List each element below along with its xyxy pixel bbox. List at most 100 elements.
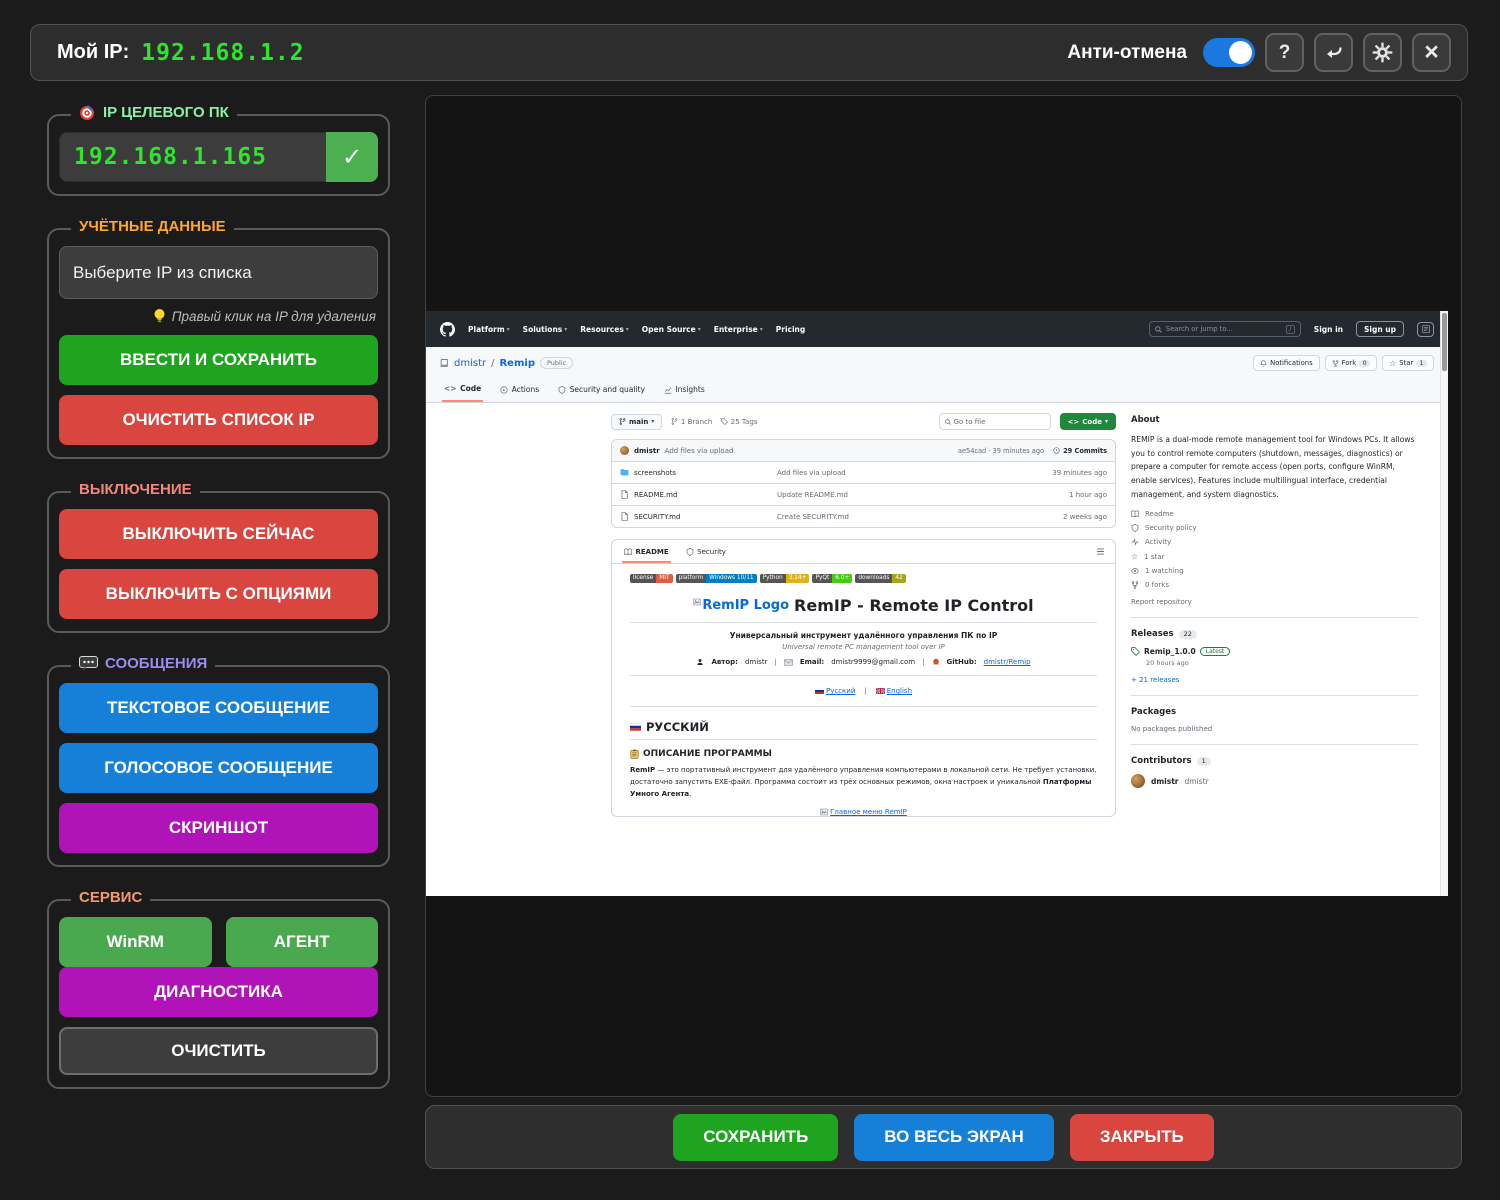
tags-count: 25 Tags	[721, 418, 757, 426]
close-viewer-button[interactable]: ЗАКРЫТЬ	[1069, 1113, 1214, 1161]
downloads-badge: downloads 42	[855, 574, 906, 584]
description-paragraph: RemIP — это портативный инструмент для у…	[630, 766, 1097, 799]
search-icon	[944, 418, 951, 425]
top-bar: Мой IP: 192.168.1.2 Анти-отмена ?	[30, 24, 1468, 81]
broken-image-icon	[820, 808, 828, 816]
star-icon: ☆	[1131, 552, 1139, 562]
nav-platform: Platform ▾	[468, 324, 510, 334]
close-button[interactable]: ×	[1412, 33, 1451, 72]
ru-flag-icon	[814, 688, 824, 695]
russian-section-heading: РУССКИЙ	[630, 720, 1097, 741]
clipboard-icon	[630, 749, 639, 759]
branches-count: 1 Branch	[671, 418, 712, 426]
russian-link: Русский	[814, 687, 855, 695]
agent-button[interactable]: АГЕНТ	[225, 917, 378, 967]
branch-icon	[619, 418, 626, 425]
stars-link: ☆ 1 star	[1131, 552, 1165, 562]
book-icon	[624, 548, 632, 556]
fork-button: Fork 0	[1324, 355, 1378, 371]
clear-ip-list-button[interactable]: ОЧИСТИТЬ СПИСОК IP	[59, 395, 378, 445]
fullscreen-button[interactable]: ВО ВЕСЬ ЭКРАН	[854, 1113, 1054, 1161]
more-releases-link: + 21 releases	[1131, 676, 1180, 685]
tab-insights: Insights	[662, 378, 707, 402]
shutdown-legend: ВЫКЛЮЧЕНИЕ	[71, 481, 200, 498]
watching-link: 1 watching	[1131, 567, 1418, 575]
shield-icon	[558, 385, 566, 394]
ip-list-select[interactable]: Выберите IP из списка	[59, 246, 378, 299]
github-header: Platform ▾ Solutions ▾ Resources ▾ Open Sou…	[426, 311, 1448, 347]
commit-meta: ae54cad · 39 minutes ago	[957, 446, 1045, 455]
repo-icon	[440, 358, 449, 368]
nav-resources: Resources ▾	[580, 324, 629, 334]
latest-release-row: Remip_1.0.0 Latest	[1131, 647, 1418, 657]
text-message-button[interactable]: ТЕКСТОВОЕ СООБЩЕНИЕ	[59, 683, 378, 733]
visibility-badge: Public	[539, 357, 574, 369]
branch-selector: main ▾	[611, 413, 663, 430]
python-badge: Python 3.14+	[759, 574, 810, 584]
shield-icon	[1131, 524, 1139, 533]
my-ip-value: 192.168.1.2	[141, 39, 305, 66]
screenshot-button[interactable]: СКРИНШОТ	[59, 803, 378, 853]
help-button[interactable]: ?	[1265, 33, 1304, 72]
shutdown-now-button[interactable]: ВЫКЛЮЧИТЬ СЕЙЧАС	[59, 509, 378, 559]
my-ip-label: Мой IP:	[57, 41, 130, 63]
save-screenshot-button[interactable]: СОХРАНИТЬ	[673, 1113, 839, 1161]
voice-message-button[interactable]: ГОЛОСОВОЕ СООБЩЕНИЕ	[59, 743, 378, 793]
section-credentials: УЧЁТНЫЕ ДАННЫЕ Выберите IP из списка Пра…	[47, 218, 390, 459]
contributors-heading: Contributors 1	[1131, 756, 1418, 766]
graph-icon	[664, 386, 672, 394]
shutdown-options-button[interactable]: ВЫКЛЮЧИТЬ С ОПЦИЯМИ	[59, 569, 378, 619]
star-icon: ☆	[1389, 358, 1397, 368]
save-ip-button[interactable]: ВВЕСТИ И СОХРАНИТЬ	[59, 335, 378, 385]
broken-image-icon	[693, 598, 702, 606]
readme-tab: README	[622, 540, 671, 563]
diagnostics-button[interactable]: ДИАГНОСТИКА	[59, 967, 378, 1017]
broken-logo-link: RemIP Logo	[693, 598, 789, 613]
releases-heading: Releases 22	[1131, 629, 1418, 639]
readme-subtitle-ru: Универсальный инструмент удалённого упра…	[729, 631, 998, 641]
tag-icon	[1131, 647, 1140, 657]
clear-output-button[interactable]: ОЧИСТИТЬ	[59, 1027, 378, 1075]
forks-link: 0 forks	[1131, 581, 1418, 589]
commit-author: dmistr	[634, 446, 660, 455]
confirm-ip-button[interactable]: ✓	[326, 132, 378, 182]
bulb-icon	[153, 308, 166, 324]
repo-owner-link: dmistr	[454, 357, 487, 369]
en-flag-icon	[875, 688, 885, 695]
actions-icon	[500, 385, 508, 394]
readme-badges: license MIT platform Windows 10/11 Python 3…	[630, 574, 1097, 584]
github-screenshot[interactable]: Platform ▾ Solutions ▾ Resources ▾ Open Sou…	[426, 311, 1448, 896]
branch-icon	[671, 418, 678, 425]
star-button: ☆ Star 1	[1382, 355, 1434, 371]
platform-badge: platform Windows 10/11	[675, 574, 757, 584]
target-ip-input[interactable]: 192.168.1.165	[59, 132, 326, 182]
eye-icon	[1131, 567, 1139, 575]
tab-actions: Actions	[498, 378, 541, 402]
readme-title: RemIP Logo RemIP - Remote IP Control	[630, 596, 1097, 624]
contributors-count: 1	[1196, 756, 1211, 766]
anti-cancel-toggle[interactable]	[1203, 38, 1255, 67]
github-search-box: Search or jump to... /	[1148, 321, 1301, 337]
settings-button[interactable]	[1363, 33, 1402, 72]
undo-button[interactable]	[1314, 33, 1353, 72]
file-icon	[620, 512, 629, 521]
repo-strip: dmistr / Remip Public Notifications	[426, 347, 1448, 403]
description-heading: ОПИСАНИЕ ПРОГРАММЫ	[630, 749, 1097, 759]
winrm-button[interactable]: WinRM	[59, 917, 212, 967]
packages-heading: Packages	[1131, 707, 1177, 718]
readme-author-row: Автор: dmistr | Email: dmistr9999@gmail.co…	[630, 658, 1097, 666]
bell-icon	[1260, 359, 1267, 367]
github-logo-icon	[440, 321, 455, 337]
file-row: screenshots Add files via upload 39 minu…	[612, 461, 1115, 483]
ip-delete-hint: Правый клик на IP для удаления	[61, 308, 376, 324]
section-service: СЕРВИС WinRM АГЕНТ ДИАГНОСТИКА ОЧИСТИТЬ	[47, 889, 390, 1089]
releases-count: 22	[1178, 629, 1197, 639]
readme-panel: README Security license MIT platform Windo…	[611, 539, 1116, 817]
sign-in-link: Sign in	[1313, 324, 1343, 334]
fork-icon	[1131, 581, 1139, 590]
packages-empty-text: No packages published	[1131, 725, 1213, 734]
octocat-icon	[932, 658, 940, 666]
folder-icon	[620, 468, 629, 477]
pulse-icon	[1131, 538, 1139, 547]
target-ip-legend: IP ЦЕЛЕВОГО ПК	[71, 104, 237, 121]
